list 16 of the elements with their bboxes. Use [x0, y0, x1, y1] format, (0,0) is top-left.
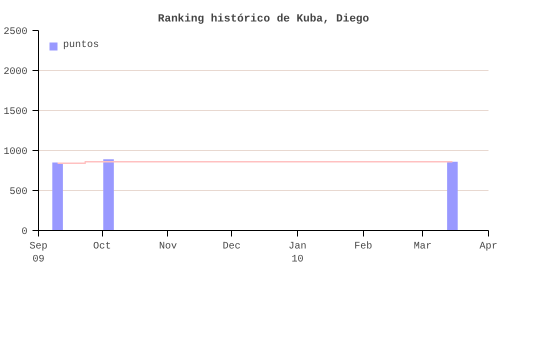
x-tick-label: Nov: [158, 242, 177, 252]
x-tick-label: Apr: [480, 242, 498, 252]
x-tick-label: Sep 09: [30, 242, 48, 266]
y-tick-label: 2000: [3, 67, 28, 78]
y-tick-label: 500: [9, 187, 28, 198]
y-tick-label: 1000: [3, 147, 28, 158]
legend-label: puntos: [63, 40, 100, 51]
x-tick-label: Jan 10: [288, 242, 306, 266]
x-tick-label: Dec: [222, 242, 241, 252]
y-tick-label: 2500: [3, 27, 28, 38]
y-tick-label: 0: [22, 227, 28, 238]
x-tick-label: Feb: [354, 240, 372, 252]
y-tick-label: 1500: [3, 107, 28, 118]
chart-title: Ranking histórico de Kuba, Diego: [158, 14, 370, 26]
x-tick-label: Mar: [414, 242, 432, 252]
x-tick-label: Oct: [93, 242, 112, 252]
